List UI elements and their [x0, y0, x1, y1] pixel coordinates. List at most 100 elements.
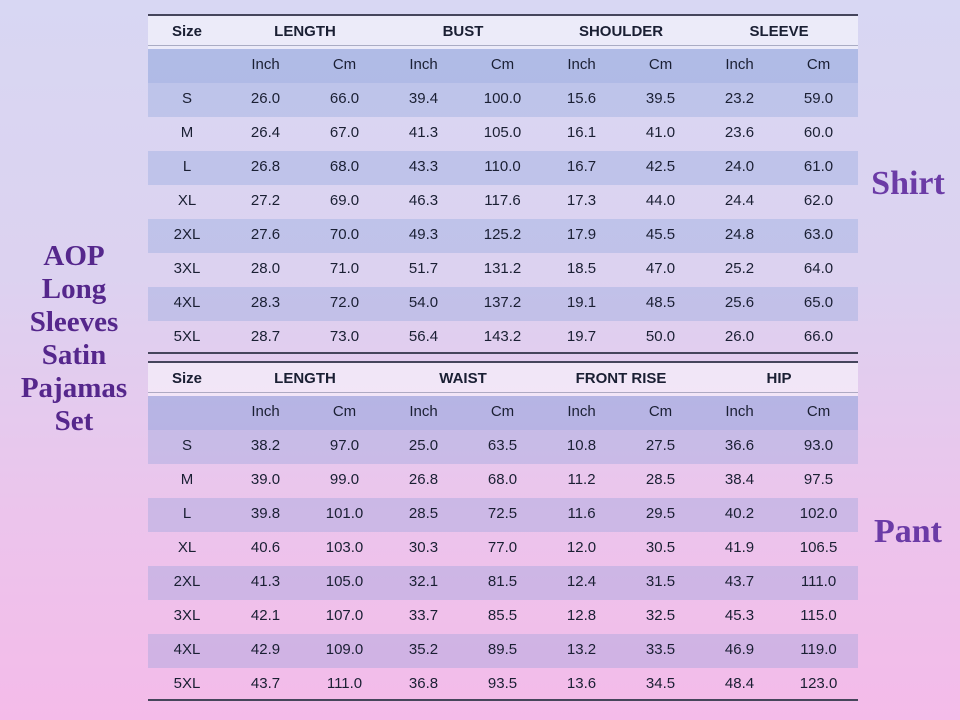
size-row-M: M 39.0 99.0 26.8 68.0 11.2 28.5 38.4 97.5: [148, 464, 858, 498]
measure-header: FRONT RISE: [542, 361, 701, 396]
value-cell: 105.0: [483, 124, 522, 141]
value-cell: 115.0: [800, 607, 837, 624]
value-cell: 102.0: [779, 498, 859, 532]
size-row-S: S 26.0 66.0 39.4 100.0 15.6 39.5 23.2 59.0: [148, 83, 859, 117]
measure-header-row: Size LENGTH WAIST FRONT RISE HIP: [148, 361, 859, 396]
value-cell: 49.3: [384, 219, 464, 253]
size-cell: S: [148, 430, 226, 464]
value-cell: 24.0: [700, 151, 780, 185]
size-row-L: L 39.8 101.0 28.5 72.5 11.6 29.5 40.2 102.0: [148, 498, 859, 532]
unit-header: Inch: [226, 49, 305, 83]
value-cell: 36.8: [384, 668, 464, 701]
value-cell: 28.5: [384, 498, 464, 532]
value-cell: 13.2: [542, 634, 622, 668]
value-cell: 62.0: [803, 192, 834, 209]
product-title-line: Long: [41, 273, 107, 305]
value-cell: 60.0: [803, 124, 834, 141]
value-cell: 137.2: [463, 287, 543, 321]
value-cell: 39.4: [384, 83, 464, 117]
unit-header: Inch: [542, 396, 622, 430]
value-cell: 45.5: [621, 219, 701, 253]
measure-header-row: Size LENGTH BUST SHOULDER SLEEVE: [148, 14, 859, 49]
size-cell: M: [180, 471, 194, 488]
value-cell: 48.5: [621, 287, 701, 321]
value-cell: 105.0: [305, 566, 385, 600]
value-cell: 28.3: [226, 287, 305, 321]
value-cell: 64.0: [803, 260, 834, 277]
value-cell: 46.9: [700, 634, 780, 668]
size-cell: S: [148, 83, 226, 117]
value-cell: 41.9: [724, 539, 755, 556]
value-cell: 59.0: [779, 83, 859, 117]
value-cell: 72.5: [463, 498, 543, 532]
unit-header: Cm: [463, 396, 543, 430]
value-cell: 42.9: [226, 634, 305, 668]
value-cell: 26.0: [700, 321, 780, 354]
value-cell: 66.0: [779, 321, 859, 354]
shirt-label: Shirt: [871, 165, 945, 202]
value-cell: 23.2: [700, 83, 780, 117]
size-cell: L: [148, 498, 226, 532]
value-cell: 27.5: [621, 430, 701, 464]
value-cell: 31.5: [621, 566, 701, 600]
unit-header: Cm: [621, 396, 701, 430]
value-cell: 10.8: [542, 430, 622, 464]
value-cell: 48.4: [700, 668, 780, 701]
size-header: Size: [148, 14, 226, 49]
value-cell: 51.7: [408, 260, 439, 277]
unit-header: Cm: [463, 49, 543, 83]
shirt-size-table: Size LENGTH BUST SHOULDER SLEEVE Inch Cm Inch Cm…: [148, 14, 859, 354]
value-cell: 39.5: [621, 83, 701, 117]
size-row-4XL: 4XL 28.3 72.0 54.0 137.2 19.1 48.5 25.6 65.0: [148, 287, 859, 321]
value-cell: 63.5: [463, 430, 543, 464]
value-cell: 45.3: [724, 607, 755, 624]
value-cell: 11.6: [542, 498, 622, 532]
value-cell: 27.6: [226, 219, 305, 253]
value-cell: 41.3: [408, 124, 439, 141]
value-cell: 17.9: [542, 219, 622, 253]
value-cell: 43.7: [700, 566, 780, 600]
value-cell: 13.6: [542, 668, 622, 701]
value-cell: 44.0: [645, 192, 676, 209]
value-cell: 66.0: [305, 83, 385, 117]
value-cell: 85.5: [487, 607, 518, 624]
value-cell: 72.0: [305, 287, 385, 321]
measure-header: SLEEVE: [700, 14, 859, 49]
value-cell: 110.0: [463, 151, 543, 185]
value-cell: 56.4: [384, 321, 464, 354]
value-cell: 100.0: [463, 83, 543, 117]
pant-size-table: Size LENGTH WAIST FRONT RISE HIP Inch Cm Inch Cm…: [148, 361, 859, 701]
value-cell: 32.5: [645, 607, 676, 624]
pant-label: Pant: [874, 513, 942, 550]
value-cell: 43.3: [384, 151, 464, 185]
unit-header: Cm: [779, 396, 859, 430]
unit-header: Inch: [700, 396, 780, 430]
measure-header: WAIST: [384, 361, 543, 396]
unit-header: Cm: [779, 49, 859, 83]
value-cell: 125.2: [463, 219, 543, 253]
unit-header-row: Inch Cm Inch Cm Inch Cm Inch Cm: [148, 396, 859, 430]
value-cell: 61.0: [779, 151, 859, 185]
product-title-line: Pajamas: [20, 372, 128, 404]
unit-header: Cm: [621, 49, 701, 83]
value-cell: 69.0: [329, 192, 360, 209]
product-title: AOP Long Sleeves Satin Pajamas Set: [0, 240, 148, 438]
unit-header-spacer: [148, 49, 226, 83]
value-cell: 12.8: [566, 607, 597, 624]
value-cell: 15.6: [542, 83, 622, 117]
value-cell: 17.3: [566, 192, 597, 209]
value-cell: 77.0: [487, 539, 518, 556]
value-cell: 39.0: [250, 471, 281, 488]
value-cell: 131.2: [483, 260, 522, 277]
size-row-5XL: 5XL 43.7 111.0 36.8 93.5 13.6 34.5 48.4 123.0: [148, 668, 859, 701]
value-cell: 63.0: [779, 219, 859, 253]
value-cell: 41.0: [645, 124, 676, 141]
value-cell: 16.7: [542, 151, 622, 185]
value-cell: 101.0: [305, 498, 385, 532]
product-title-line: Set: [54, 405, 94, 437]
size-cell: 4XL: [148, 634, 226, 668]
value-cell: 33.5: [621, 634, 701, 668]
value-cell: 123.0: [779, 668, 859, 701]
value-cell: 117.6: [484, 192, 521, 209]
